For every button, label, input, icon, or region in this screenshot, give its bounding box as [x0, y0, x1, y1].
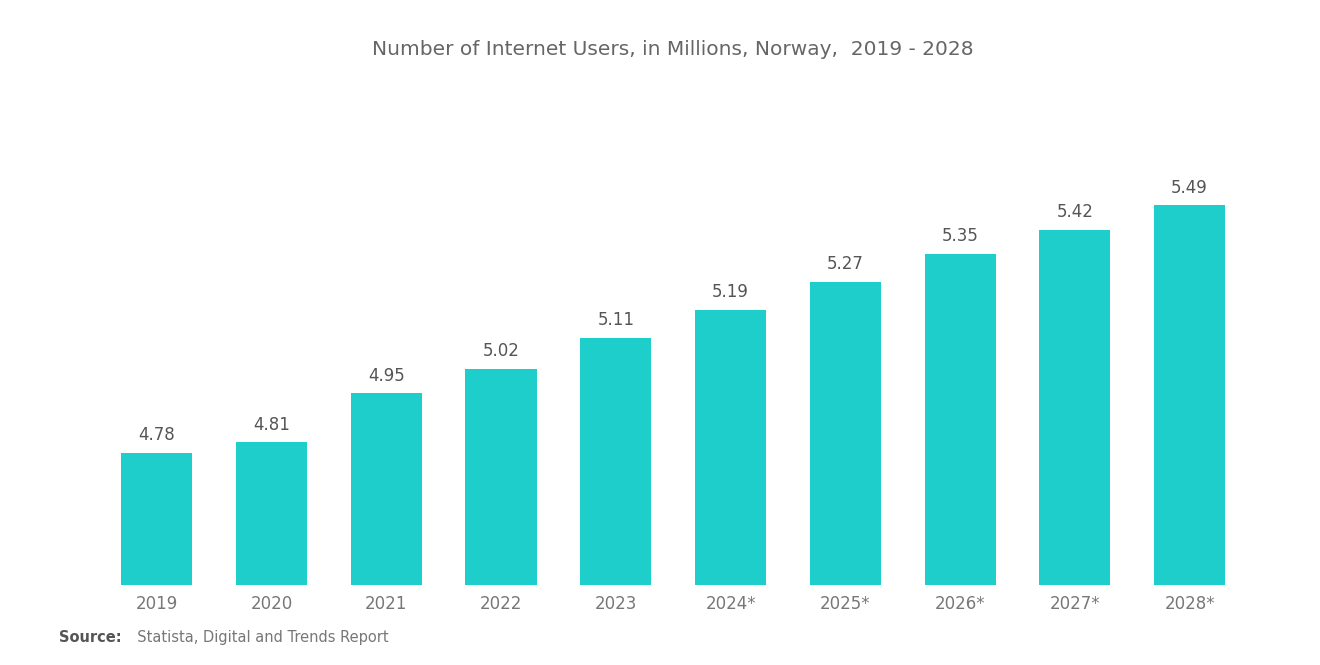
- Bar: [236, 442, 308, 665]
- Text: 4.78: 4.78: [139, 426, 176, 444]
- Text: 5.35: 5.35: [941, 227, 978, 245]
- Text: 5.49: 5.49: [1171, 179, 1208, 197]
- Text: 4.95: 4.95: [368, 367, 405, 385]
- Text: 5.42: 5.42: [1056, 203, 1093, 221]
- Bar: [809, 282, 880, 665]
- Bar: [351, 394, 422, 665]
- Text: Statista, Digital and Trends Report: Statista, Digital and Trends Report: [128, 630, 388, 645]
- Bar: [696, 310, 766, 665]
- Text: 5.27: 5.27: [826, 255, 863, 273]
- Title: Number of Internet Users, in Millions, Norway,  2019 - 2028: Number of Internet Users, in Millions, N…: [372, 40, 974, 59]
- Bar: [924, 254, 995, 665]
- Text: 5.19: 5.19: [713, 283, 748, 301]
- Bar: [121, 453, 193, 665]
- Text: Source:: Source:: [59, 630, 121, 645]
- Text: 5.11: 5.11: [598, 311, 635, 329]
- Bar: [1039, 229, 1110, 665]
- Bar: [581, 338, 651, 665]
- Bar: [466, 369, 537, 665]
- Bar: [1154, 205, 1225, 665]
- Text: 4.81: 4.81: [253, 416, 290, 434]
- Text: 5.02: 5.02: [483, 342, 520, 360]
